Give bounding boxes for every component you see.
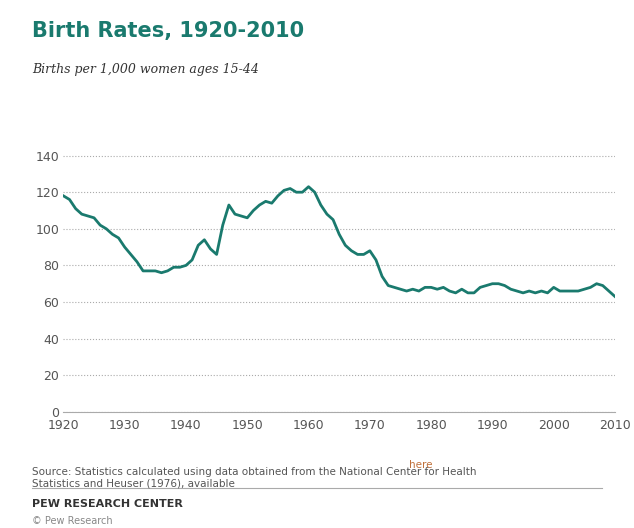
Text: © Pew Research: © Pew Research bbox=[32, 516, 112, 526]
Text: Births per 1,000 women ages 15-44: Births per 1,000 women ages 15-44 bbox=[32, 63, 259, 77]
Text: Source: Statistics calculated using data obtained from the National Center for H: Source: Statistics calculated using data… bbox=[32, 467, 476, 489]
Text: here: here bbox=[409, 460, 432, 470]
Text: PEW RESEARCH CENTER: PEW RESEARCH CENTER bbox=[32, 499, 183, 509]
Text: Birth Rates, 1920-2010: Birth Rates, 1920-2010 bbox=[32, 21, 304, 41]
